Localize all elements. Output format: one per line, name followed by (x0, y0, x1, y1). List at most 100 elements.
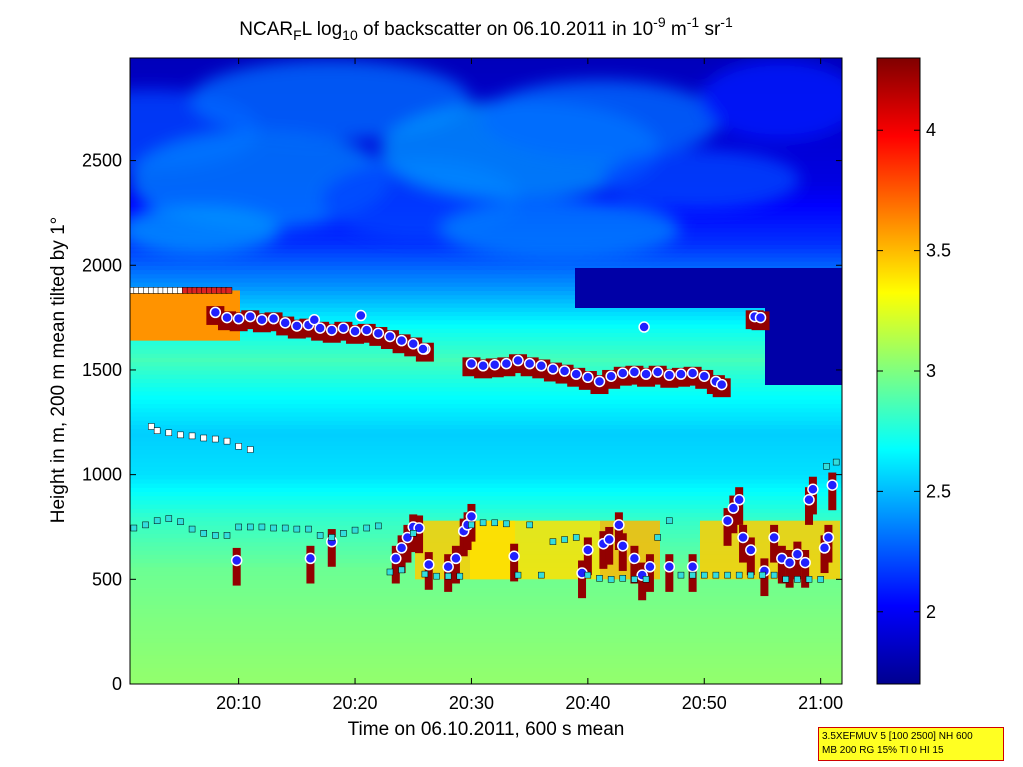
heatmap-row (130, 252, 842, 258)
lower-layer-dot (304, 552, 317, 565)
lower-layer-dot (628, 552, 641, 565)
lower-layer-dot (783, 556, 796, 569)
heatmap-row (130, 60, 842, 65)
base-square (607, 576, 615, 583)
heatmap-row (130, 516, 842, 522)
main-layer-dot (349, 325, 361, 337)
top-square (153, 427, 161, 434)
heatmap-row (130, 650, 842, 656)
base-square (375, 522, 382, 530)
main-layer-dot (407, 338, 419, 350)
lower-layer-dot (613, 519, 625, 531)
layer-cell (306, 545, 315, 584)
layer-cell (510, 543, 519, 582)
base-square (363, 524, 370, 532)
heatmap-row (130, 637, 842, 643)
top-square (235, 443, 242, 450)
main-layer-dot (291, 320, 303, 332)
main-layer-dot (267, 312, 280, 325)
heatmap-row (130, 93, 842, 99)
base-square (235, 523, 242, 531)
layer-cell (777, 545, 786, 584)
lower-layer-dot (768, 531, 780, 544)
heatmap-row (130, 298, 842, 304)
band-segment (700, 520, 840, 580)
base-square (677, 571, 685, 579)
base-square (724, 571, 731, 579)
base-square (805, 576, 813, 583)
cloud-patch (130, 205, 280, 255)
base-square (666, 517, 673, 524)
x-axis-label: Time on 06.10.2011, 600 s mean (348, 719, 625, 740)
heatmap-row (130, 478, 842, 484)
layer-cell (605, 526, 614, 565)
heatmap-row (130, 349, 842, 354)
heatmap-row (130, 495, 842, 501)
base-square (782, 576, 789, 583)
top-square (200, 434, 207, 442)
main-layer-dot (488, 358, 501, 371)
heatmap-row (130, 286, 842, 291)
x-axis-ticks: 20:10 20:20 20:30 20:40 20:50 21:00 (216, 58, 843, 713)
heatmap-row (130, 633, 842, 639)
heatmap-row (130, 416, 842, 421)
lower-layer-dot (401, 531, 414, 544)
heatmap-row (130, 332, 842, 338)
base-square (759, 571, 766, 579)
heatmap-row (130, 273, 842, 279)
heatmap-row (130, 256, 842, 262)
main-layer-dot (582, 371, 594, 384)
main-layer-dot (384, 330, 396, 343)
heatmap-row (130, 378, 842, 384)
heatmap-row (130, 608, 842, 614)
main-layer-dot (372, 327, 385, 340)
main-layer-dot (360, 324, 373, 336)
main-layer-dot (256, 313, 268, 326)
main-layer-dot (523, 357, 536, 370)
layer-cell (614, 512, 623, 551)
top-square (223, 437, 231, 445)
base-square (514, 571, 522, 579)
main-layer-dot (638, 321, 650, 333)
heatmap-row (130, 675, 842, 681)
heatmap-row (130, 667, 842, 673)
base-square (503, 520, 510, 528)
heatmap-row (130, 403, 842, 409)
heatmap-row (130, 302, 842, 308)
heatmap-row (130, 58, 842, 61)
heatmap-row (130, 663, 842, 668)
layer-cell (403, 524, 412, 563)
upper-patches (130, 60, 842, 260)
lower-layer-dot (582, 544, 594, 556)
heatmap-row (130, 428, 842, 434)
layer-markers (130, 287, 840, 583)
base-square (491, 519, 498, 527)
heatmap-row (130, 474, 842, 480)
heatmap-row (130, 386, 842, 392)
main-layer-dot (605, 370, 617, 382)
heatmap-row (130, 68, 842, 74)
lower-layer-dot (413, 522, 425, 534)
main-layer-dot (500, 357, 513, 370)
lower-layer-dot (791, 548, 804, 560)
heatmap-row (130, 282, 842, 287)
cloud-patch (600, 150, 800, 210)
main-layer-dot (417, 343, 429, 355)
heatmap-row (130, 315, 842, 321)
main-layer-dot (395, 334, 408, 347)
main-layer-dot (686, 367, 699, 379)
heatmap-row (130, 470, 842, 476)
top-square (177, 431, 184, 439)
lower-layer-dot (603, 533, 615, 546)
heatmap-row (130, 449, 842, 455)
lower-layer-dot (818, 542, 831, 554)
main-layer-dot (477, 360, 489, 372)
base-square (584, 571, 592, 579)
lower-layer-dot (733, 494, 745, 506)
lower-layer-dot (737, 531, 749, 544)
base-square (794, 576, 801, 583)
main-layer-dot (337, 322, 350, 334)
x-tick-label: 20:50 (682, 693, 727, 713)
layer-cell (638, 562, 647, 601)
lower-layer-dot (230, 554, 243, 567)
